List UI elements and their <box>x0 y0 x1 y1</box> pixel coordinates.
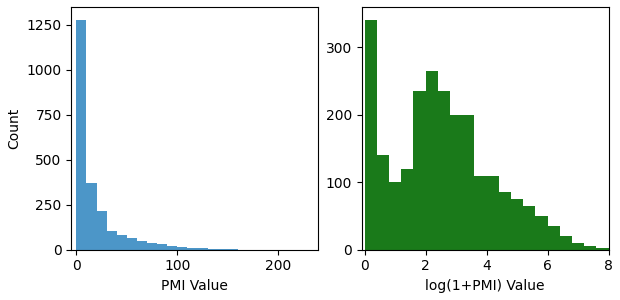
Bar <box>117 236 127 250</box>
Bar <box>438 91 450 250</box>
Bar <box>377 155 389 250</box>
Bar <box>218 249 228 250</box>
X-axis label: log(1+PMI) Value: log(1+PMI) Value <box>425 279 545 293</box>
Bar <box>107 231 117 250</box>
Bar <box>536 216 547 250</box>
Bar <box>487 176 498 250</box>
Bar <box>523 206 536 250</box>
Bar <box>450 115 462 250</box>
Bar <box>462 115 474 250</box>
Bar <box>498 192 511 250</box>
Bar <box>401 169 414 250</box>
Bar <box>365 20 377 250</box>
Bar <box>474 176 487 250</box>
Bar <box>167 246 177 250</box>
Bar <box>76 20 86 250</box>
X-axis label: PMI Value: PMI Value <box>161 279 228 293</box>
Bar <box>147 243 157 250</box>
Bar <box>97 211 107 250</box>
Bar <box>208 249 218 250</box>
Bar <box>197 248 208 250</box>
Bar <box>389 182 401 250</box>
Bar <box>177 247 187 250</box>
Bar <box>425 71 438 250</box>
Bar <box>584 246 596 250</box>
Bar <box>228 249 238 250</box>
Bar <box>596 248 609 250</box>
Bar <box>137 241 147 250</box>
Bar <box>511 199 523 250</box>
Bar <box>157 244 167 250</box>
Bar <box>560 236 572 250</box>
Bar <box>547 226 560 250</box>
Y-axis label: Count: Count <box>7 108 21 149</box>
Bar <box>187 248 197 250</box>
Bar <box>86 183 97 250</box>
Bar <box>572 243 584 250</box>
Bar <box>414 91 425 250</box>
Bar <box>127 238 137 250</box>
